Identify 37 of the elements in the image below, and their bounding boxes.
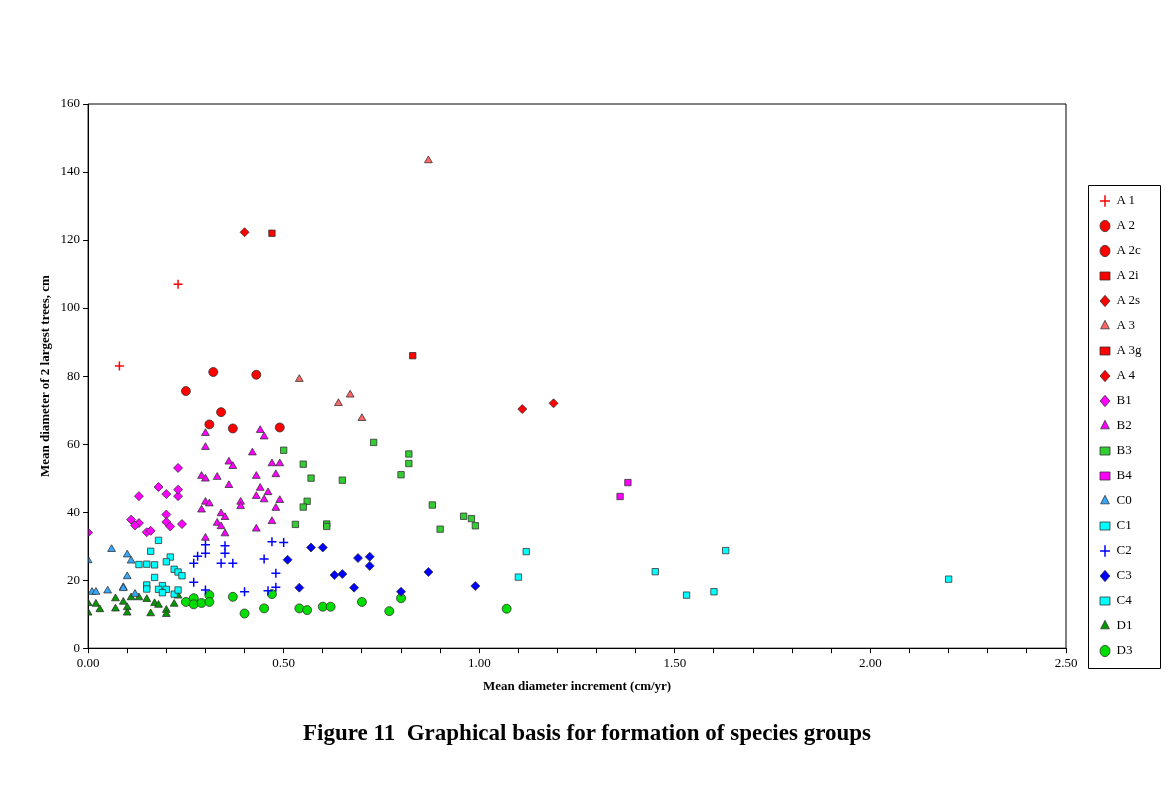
y-tick-label: 60 — [67, 435, 81, 451]
legend-label: A 2i — [1116, 267, 1139, 283]
legend-label: C4 — [1116, 592, 1133, 608]
legend-label: A 4 — [1116, 367, 1136, 383]
y-tick-label: 160 — [60, 95, 81, 111]
x-tick-label: 2.50 — [1054, 655, 1078, 671]
text: Figure 11 Graphical basis for formation of species groups — [303, 720, 872, 746]
y-tick-label: 140 — [60, 163, 81, 179]
legend-label: D3 — [1116, 642, 1133, 658]
legend-label: C3 — [1116, 567, 1132, 583]
x-tick-label: 1.00 — [467, 655, 491, 671]
legend-label: D1 — [1116, 617, 1133, 633]
x-tick-label: 1.50 — [663, 655, 687, 671]
legend-label: A 3g — [1116, 342, 1142, 358]
y-tick-label: 20 — [67, 571, 81, 587]
legend-label: A 2s — [1116, 292, 1140, 308]
y-tick-label: 120 — [60, 231, 81, 247]
y-tick-label: 40 — [67, 503, 81, 519]
y-tick-label: 100 — [60, 299, 81, 315]
legend-label: A 2 — [1116, 217, 1135, 233]
x-tick-label: 0.50 — [272, 655, 296, 671]
y-tick-label: 80 — [67, 367, 81, 383]
legend-label: A 3 — [1116, 317, 1135, 333]
legend-label: B3 — [1116, 442, 1132, 458]
x-tick-label: 0.00 — [76, 655, 100, 671]
y-axis-title: Mean diameter of 2 largest trees, cm — [37, 274, 53, 478]
legend-label: C0 — [1116, 492, 1132, 508]
legend-label: A 2c — [1116, 242, 1141, 258]
legend-label: B1 — [1116, 392, 1132, 408]
x-tick-label: 2.00 — [859, 655, 882, 671]
y-tick-label: 0 — [73, 639, 81, 655]
legend-label: A 1 — [1116, 192, 1135, 208]
legend-label: B2 — [1116, 417, 1132, 433]
legend-label: C2 — [1116, 542, 1132, 558]
legend-label: C1 — [1116, 517, 1132, 533]
legend-label: B4 — [1116, 467, 1133, 483]
x-axis-title: Mean diameter increment (cm/yr) — [482, 677, 672, 693]
